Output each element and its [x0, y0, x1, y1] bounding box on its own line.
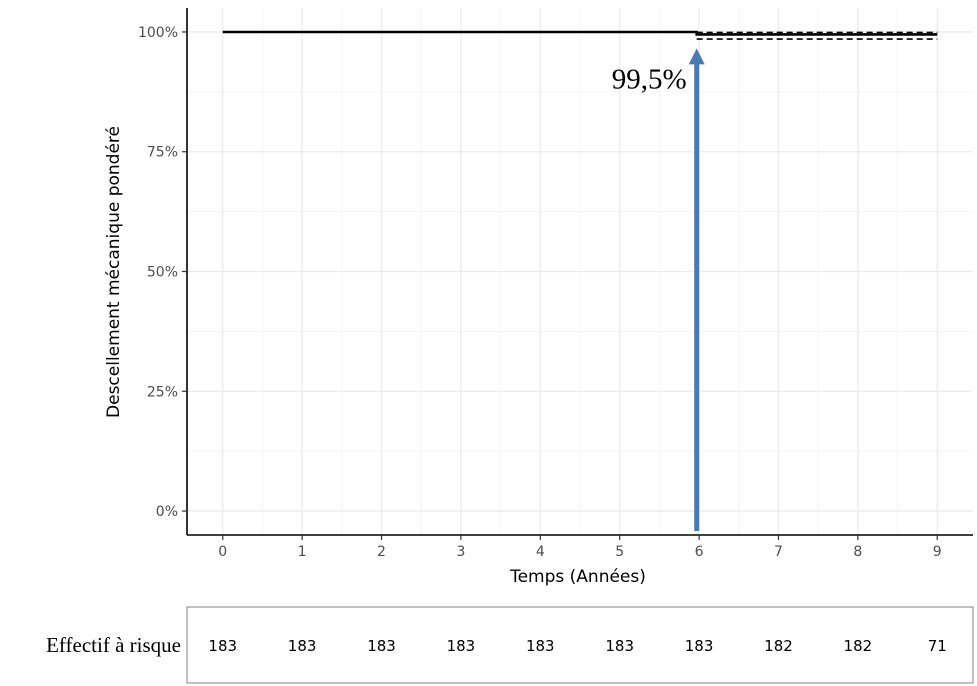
x-tick-label: 3 [456, 544, 465, 560]
risk-table-value: 183 [447, 637, 476, 655]
y-tick-label: 25% [147, 384, 178, 400]
annotation-arrow-head [688, 48, 705, 65]
x-axis-title: Temps (Années) [509, 567, 646, 587]
y-tick-label: 0% [156, 504, 178, 520]
risk-table-value: 183 [685, 637, 714, 655]
risk-table-label: Effectif à risque [46, 633, 181, 657]
y-ticks: 0% 25% 50% 75% 100% [138, 25, 187, 520]
x-tick-label: 0 [218, 544, 227, 560]
x-tick-label: 4 [536, 544, 545, 560]
y-tick-label: 100% [138, 25, 178, 41]
x-tick-label: 7 [774, 544, 783, 560]
annotation-layer: 99,5% [612, 48, 705, 531]
risk-table-value: 183 [288, 637, 317, 655]
y-tick-label: 75% [147, 145, 178, 161]
y-tick-label: 50% [147, 265, 178, 281]
risk-table-value: 182 [844, 637, 873, 655]
y-axis-title: Descellement mécanique pondéré [104, 126, 124, 418]
risk-table-value: 71 [928, 637, 947, 655]
x-tick-label: 8 [853, 544, 862, 560]
risk-table-box [186, 606, 974, 684]
risk-table-value: 183 [526, 637, 555, 655]
risk-table-value: 183 [367, 637, 396, 655]
risk-table-value: 183 [208, 637, 237, 655]
annotation-label: 99,5% [612, 63, 687, 95]
risk-table-values: 183 183 183 183 183 183 183 182 182 71 [208, 637, 946, 655]
x-ticks: 0 1 2 3 4 5 6 7 8 9 [218, 535, 942, 560]
risk-table-value: 182 [764, 637, 793, 655]
x-tick-label: 9 [933, 544, 942, 560]
risk-table-value: 183 [605, 637, 634, 655]
x-tick-label: 6 [695, 544, 704, 560]
x-tick-label: 5 [615, 544, 624, 560]
grid-major [187, 8, 973, 535]
x-tick-label: 1 [298, 544, 307, 560]
x-tick-label: 2 [377, 544, 386, 560]
series-layer [222, 30, 938, 40]
